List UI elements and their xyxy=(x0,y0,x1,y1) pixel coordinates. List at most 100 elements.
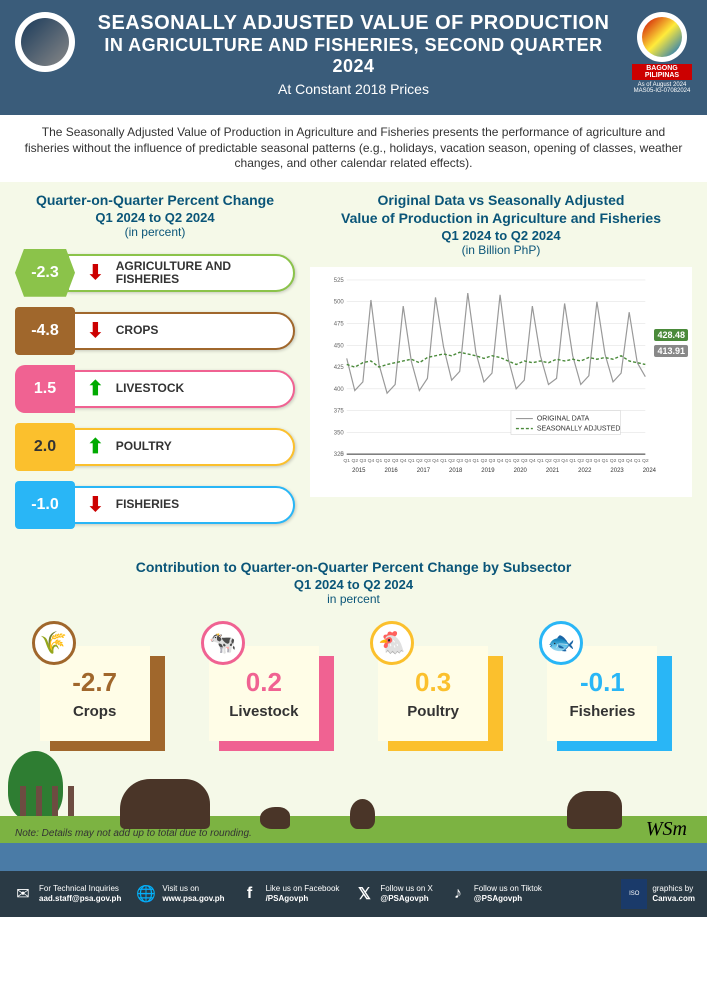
cow-icon xyxy=(120,779,210,829)
qoq-list: -2.3 ⬇ AGRICULTURE AND FISHERIES -4.8 ⬇ … xyxy=(15,249,295,529)
footer: ✉ For Technical Inquiriesaad.staff@psa.g… xyxy=(0,871,707,917)
svg-text:Q2: Q2 xyxy=(642,458,649,464)
qoq-bar: ⬆ POULTRY xyxy=(67,428,295,466)
qoq-item: -2.3 ⬇ AGRICULTURE AND FISHERIES xyxy=(15,249,295,297)
svg-text:Q1: Q1 xyxy=(537,458,544,464)
qoq-item: 2.0 ⬆ POULTRY xyxy=(15,423,295,471)
contrib-cards-row: 🌾 -2.7 Crops 🐄 0.2 Livestock 🐔 0.3 Poult… xyxy=(15,621,692,716)
svg-text:475: 475 xyxy=(334,321,345,327)
chart-unit: (in Billion PhP) xyxy=(310,243,692,257)
end-label-orig: 413.91 xyxy=(654,345,688,357)
qoq-unit: (in percent) xyxy=(15,225,295,239)
infographic-page: SEASONALLY ADJUSTED VALUE OF PRODUCTION … xyxy=(0,0,707,917)
iso-icon: ISO xyxy=(621,879,647,909)
mail-icon: ✉ xyxy=(12,883,34,905)
qoq-label: LIVESTOCK xyxy=(116,382,184,395)
footer-inquiries: ✉ For Technical Inquiriesaad.staff@psa.g… xyxy=(12,883,121,905)
qoq-item: -4.8 ⬇ CROPS xyxy=(15,307,295,355)
qoq-column: Quarter-on-Quarter Percent Change Q1 202… xyxy=(15,192,295,539)
svg-text:2019: 2019 xyxy=(481,468,495,474)
svg-text:Q2: Q2 xyxy=(448,458,455,464)
svg-text:Q4: Q4 xyxy=(400,458,407,464)
svg-text:Q3: Q3 xyxy=(553,458,560,464)
svg-text:525: 525 xyxy=(334,278,345,284)
chart-column: Original Data vs Seasonally Adjusted Val… xyxy=(310,192,692,539)
rounding-note: Note: Details may not add up to total du… xyxy=(15,828,252,839)
svg-text:Q3: Q3 xyxy=(586,458,593,464)
two-column-section: Quarter-on-Quarter Percent Change Q1 202… xyxy=(0,182,707,549)
svg-text:2021: 2021 xyxy=(546,468,560,474)
footer-visit: 🌐 Visit us onwww.psa.gov.ph xyxy=(135,883,224,905)
arrow-up-icon: ⬆ xyxy=(87,376,104,401)
svg-text:Q2: Q2 xyxy=(384,458,391,464)
chart-container: 3253503754004254504755005250Q1Q2Q3Q4Q1Q2… xyxy=(310,267,692,497)
card-icon: 🐔 xyxy=(370,621,414,665)
goat-icon xyxy=(567,791,622,829)
card-label: Livestock xyxy=(229,703,298,720)
svg-text:Q2: Q2 xyxy=(351,458,358,464)
svg-text:Q3: Q3 xyxy=(424,458,431,464)
psa-logo xyxy=(15,12,75,72)
svg-text:400: 400 xyxy=(334,387,345,393)
contrib-card: 🐟 -0.1 Fisheries xyxy=(537,621,677,716)
svg-text:SEASONALLY ADJUSTED: SEASONALLY ADJUSTED xyxy=(537,425,621,432)
bagong-logo-block: BAGONG PILIPINAS As of August 2024 MAS05… xyxy=(632,12,692,94)
qoq-item: -1.0 ⬇ FISHERIES xyxy=(15,481,295,529)
qoq-item: 1.5 ⬆ LIVESTOCK xyxy=(15,365,295,413)
card-icon: 🌾 xyxy=(32,621,76,665)
svg-text:Q3: Q3 xyxy=(456,458,463,464)
arrow-down-icon: ⬇ xyxy=(87,492,104,517)
arrow-up-icon: ⬆ xyxy=(87,434,104,459)
svg-text:2016: 2016 xyxy=(384,468,398,474)
svg-text:Q4: Q4 xyxy=(561,458,568,464)
contribution-section: Contribution to Quarter-on-Quarter Perce… xyxy=(0,549,707,716)
svg-text:2023: 2023 xyxy=(610,468,624,474)
card-value: 0.3 xyxy=(415,667,451,698)
qoq-badge: -4.8 xyxy=(15,307,75,355)
arrow-down-icon: ⬇ xyxy=(87,260,104,285)
contrib-title: Contribution to Quarter-on-Quarter Perce… xyxy=(15,559,692,575)
qoq-bar: ⬇ FISHERIES xyxy=(67,486,295,524)
qoq-bar: ⬆ LIVESTOCK xyxy=(67,370,295,408)
x-icon: 𝕏 xyxy=(353,883,375,905)
svg-text:Q2: Q2 xyxy=(610,458,617,464)
card-label: Crops xyxy=(73,703,116,720)
svg-text:Q2: Q2 xyxy=(513,458,520,464)
svg-text:Q3: Q3 xyxy=(489,458,496,464)
svg-text:Q4: Q4 xyxy=(464,458,471,464)
card-icon: 🐟 xyxy=(539,621,583,665)
svg-text:2018: 2018 xyxy=(449,468,463,474)
chart-period: Q1 2024 to Q2 2024 xyxy=(310,228,692,243)
contrib-card: 🐔 0.3 Poultry xyxy=(368,621,508,716)
svg-text:Q3: Q3 xyxy=(392,458,399,464)
svg-text:0: 0 xyxy=(340,452,344,458)
qoq-badge: -1.0 xyxy=(15,481,75,529)
footer-tiktok: ♪ Follow us on Tiktok@PSAgovph xyxy=(447,883,542,905)
line-chart: 3253503754004254504755005250Q1Q2Q3Q4Q1Q2… xyxy=(318,275,684,489)
footer-x: 𝕏 Follow us on X@PSAgovph xyxy=(353,883,432,905)
svg-text:Q3: Q3 xyxy=(360,458,367,464)
duck-icon xyxy=(260,807,290,829)
svg-text:350: 350 xyxy=(334,430,345,436)
footer-graphics: ISO graphics byCanva.com xyxy=(621,879,695,909)
svg-text:Q2: Q2 xyxy=(481,458,488,464)
chart-title1: Original Data vs Seasonally Adjusted xyxy=(310,192,692,208)
contrib-unit: in percent xyxy=(15,592,692,606)
qoq-title: Quarter-on-Quarter Percent Change xyxy=(15,192,295,208)
svg-text:Q4: Q4 xyxy=(594,458,601,464)
chicken-icon xyxy=(350,799,375,829)
card-icon: 🐄 xyxy=(201,621,245,665)
contrib-card: 🐄 0.2 Livestock xyxy=(199,621,339,716)
header-title-block: SEASONALLY ADJUSTED VALUE OF PRODUCTION … xyxy=(85,12,622,97)
svg-text:Q2: Q2 xyxy=(577,458,584,464)
svg-text:Q1: Q1 xyxy=(376,458,383,464)
qoq-label: POULTRY xyxy=(116,440,172,453)
svg-text:Q2: Q2 xyxy=(416,458,423,464)
signature: WSm xyxy=(646,818,687,841)
title-line1: SEASONALLY ADJUSTED VALUE OF PRODUCTION xyxy=(85,12,622,35)
svg-text:2020: 2020 xyxy=(514,468,528,474)
qoq-bar: ⬇ AGRICULTURE AND FISHERIES xyxy=(67,254,295,292)
qoq-bar: ⬇ CROPS xyxy=(67,312,295,350)
bagong-label: BAGONG PILIPINAS xyxy=(632,64,692,80)
card-value: -0.1 xyxy=(580,667,625,698)
